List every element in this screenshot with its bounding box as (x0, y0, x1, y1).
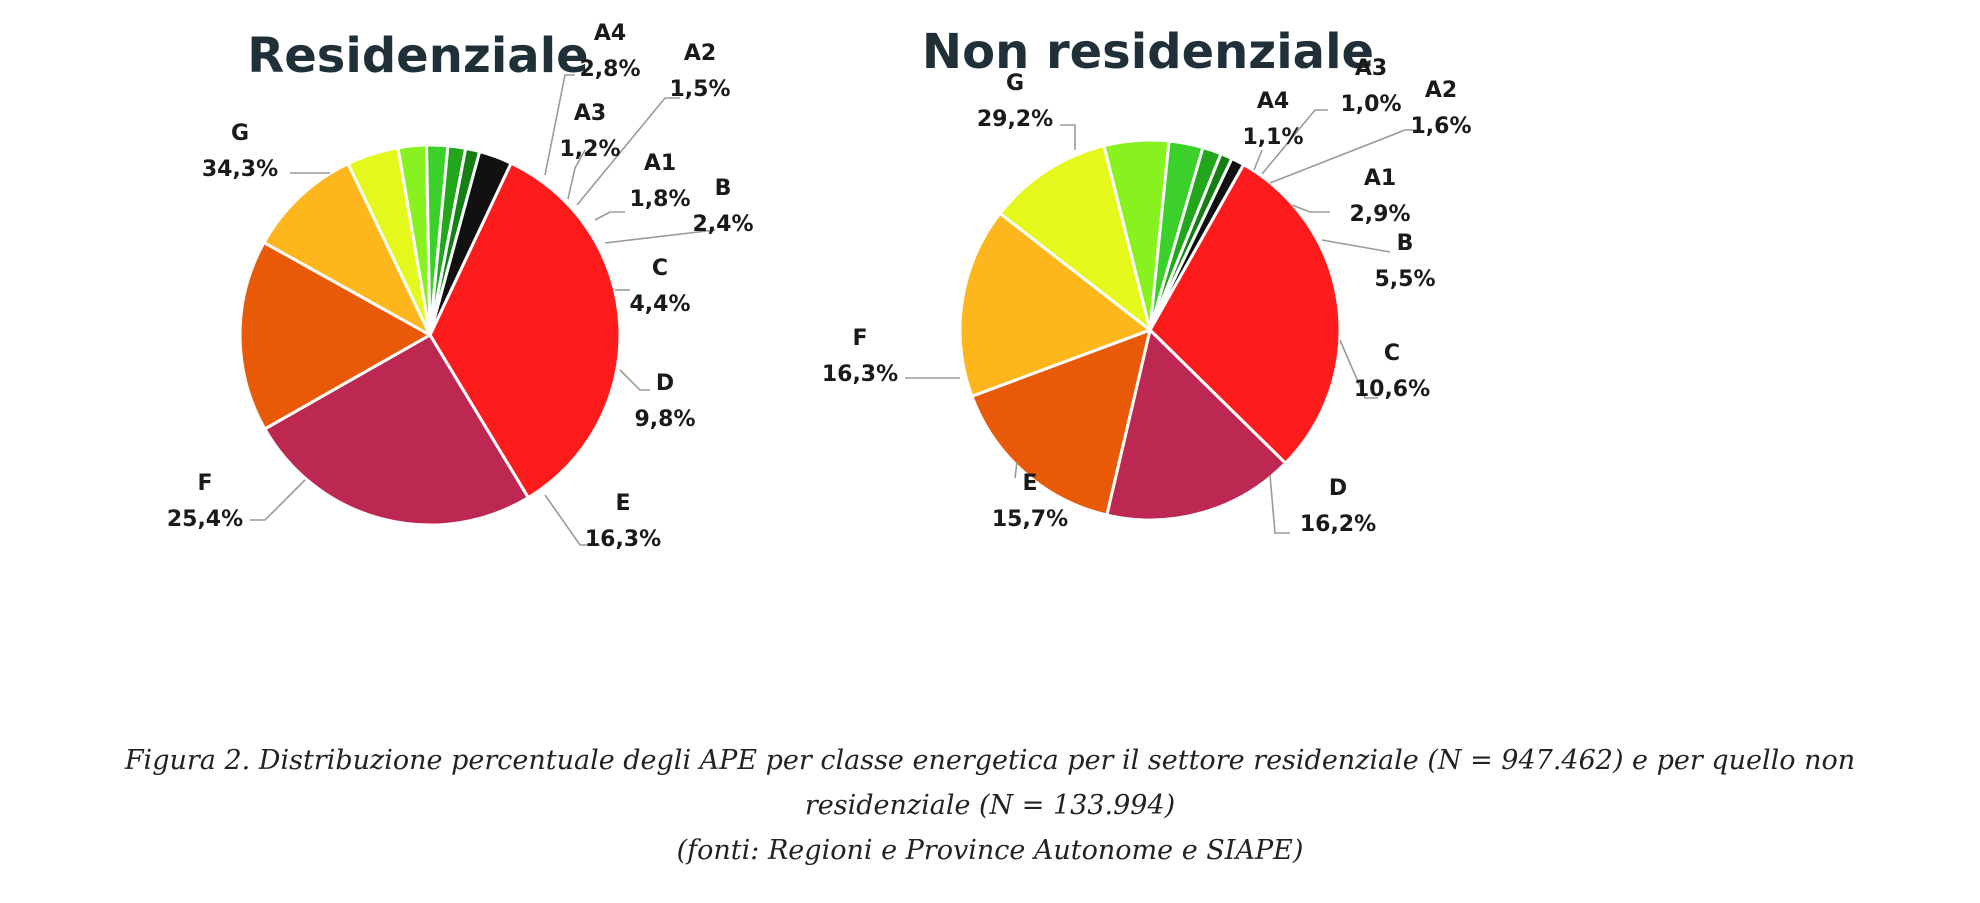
slice-category-label: A2 (684, 41, 716, 66)
leader-line-f (250, 479, 306, 521)
slice-value-label: 34,3% (202, 157, 278, 182)
slice-value-label: 16,2% (1300, 512, 1376, 537)
leader-line-a3 (567, 149, 586, 200)
leader-line-d (1269, 474, 1290, 534)
pie-slice-g (428, 161, 622, 500)
slice-category-label: G (1006, 71, 1024, 96)
pie-slice-e (238, 241, 432, 431)
leader-line-a4 (544, 74, 575, 176)
leader-line-b (1321, 239, 1391, 253)
slice-category-label: A2 (1425, 78, 1457, 103)
slice-category-label: F (197, 471, 212, 496)
pie-slice-e (970, 328, 1152, 517)
pie-slice-a4 (1148, 157, 1246, 332)
pie-slice-g (1148, 163, 1342, 465)
slice-value-label: 1,8% (629, 187, 690, 212)
slice-value-label: 1,2% (559, 137, 620, 162)
slice-category-label: B (715, 176, 732, 201)
slice-value-label: 1,1% (1242, 125, 1303, 150)
leader-line-a4 (1253, 149, 1263, 171)
pie-slice-d (958, 211, 1152, 398)
slice-value-label: 2,4% (692, 212, 753, 237)
slice-value-label: 2,9% (1349, 202, 1410, 227)
slice-category-label: F (852, 326, 867, 351)
slice-value-label: 4,4% (629, 292, 690, 317)
slice-category-label: A3 (574, 101, 606, 126)
slice-category-label: E (615, 491, 630, 516)
slice-value-label: 29,2% (977, 107, 1053, 132)
slice-category-label: E (1022, 471, 1037, 496)
pie-slice-d (262, 162, 432, 337)
caption-line-1: Figura 2. Distribuzione percentuale degl… (124, 745, 1856, 776)
caption-line-2: residenziale (N = 133.994) (804, 790, 1176, 821)
slice-value-label: 15,7% (992, 507, 1068, 532)
slice-category-label: C (652, 256, 668, 281)
slice-category-label: A4 (1257, 89, 1289, 114)
slice-category-label: G (231, 121, 249, 146)
slice-value-label: 1,0% (1340, 92, 1401, 117)
figure-caption: Figura 2. Distribuzione percentuale degl… (0, 738, 1980, 873)
slice-value-label: 9,8% (634, 407, 695, 432)
leader-line-a3 (1261, 109, 1328, 175)
pie-slice-f (263, 333, 530, 527)
slice-category-label: A1 (644, 151, 676, 176)
slice-category-label: D (656, 371, 674, 396)
slice-category-label: D (1329, 476, 1347, 501)
leader-line-d (619, 369, 650, 391)
pie-residential: G 34,3% F 25,4% E 16,3% D 9,8% C 4,4% B 2,4% A1 1,8% A… (167, 21, 754, 552)
slice-value-label: 1,6% (1410, 114, 1471, 139)
caption-line-3: (fonti: Regioni e Province Autonome e SI… (676, 835, 1304, 866)
slice-category-label: A3 (1355, 56, 1387, 81)
leader-line-c (1339, 339, 1378, 399)
pie-non-residential: G 29,2% F 16,3% E 15,7% D 16,2% C 10,6% B 5,5% A1 2,9… (822, 56, 1472, 537)
figure-pie-charts: Residenziale Non residenziale G 34,3% F 25,… (167, 21, 1472, 552)
slice-category-label: A4 (594, 21, 626, 46)
slice-category-label: B (1397, 231, 1414, 256)
slice-value-label: 16,3% (585, 527, 661, 552)
slice-value-label: 25,4% (167, 507, 243, 532)
leader-line-a2 (1269, 129, 1418, 184)
pie-slice-f (1105, 328, 1287, 522)
leader-line-a1 (1291, 204, 1330, 213)
leader-line-g (1060, 124, 1076, 150)
slice-category-label: C (1384, 341, 1400, 366)
slice-category-label: A1 (1364, 166, 1396, 191)
chart-title-non-residential: Non residenziale (922, 24, 1374, 80)
slice-value-label: 10,6% (1354, 377, 1430, 402)
slice-value-label: 16,3% (822, 362, 898, 387)
chart-title-residential: Residenziale (247, 28, 588, 84)
slice-value-label: 1,5% (669, 77, 730, 102)
pie-slice-a4 (428, 150, 513, 337)
leader-line-a1 (594, 211, 625, 221)
leader-line-b (604, 229, 716, 244)
pie-slice-c (998, 144, 1152, 332)
slice-value-label: 2,8% (579, 57, 640, 82)
leader-line-a2 (576, 97, 680, 206)
leader-line-e (544, 494, 600, 546)
leader-line-e (1014, 461, 1018, 479)
slice-value-label: 5,5% (1374, 267, 1435, 292)
